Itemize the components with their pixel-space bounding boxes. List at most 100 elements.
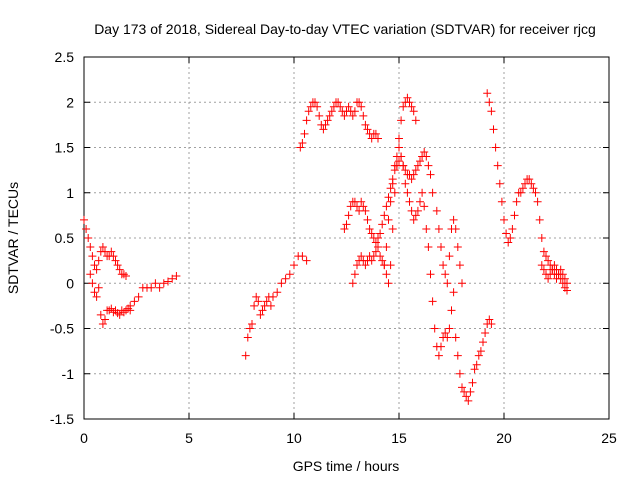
- data-point: [147, 283, 156, 292]
- data-point: [361, 120, 370, 129]
- data-point: [262, 297, 271, 306]
- data-point: [325, 111, 334, 120]
- y-tick-label: 1: [66, 185, 74, 201]
- data-point: [357, 197, 366, 206]
- data-point: [359, 111, 368, 120]
- data-point: [376, 252, 385, 261]
- data-point: [248, 319, 256, 328]
- data-point: [497, 197, 506, 206]
- data-point: [300, 129, 309, 138]
- data-point: [439, 261, 448, 270]
- data-point: [319, 125, 328, 134]
- data-point: [401, 179, 410, 188]
- data-point: [420, 148, 429, 157]
- data-point: [416, 197, 424, 206]
- data-point: [401, 166, 410, 175]
- data-point: [476, 347, 485, 356]
- data-point: [458, 279, 466, 288]
- data-point: [359, 202, 368, 211]
- data-point: [466, 387, 475, 396]
- data-point: [151, 279, 160, 288]
- series-segment-10: [483, 89, 571, 288]
- data-point: [502, 229, 511, 238]
- data-point: [350, 107, 359, 116]
- series-segment-3: [126, 272, 181, 310]
- data-point: [510, 211, 519, 220]
- data-point: [340, 224, 349, 233]
- data-point: [365, 224, 374, 233]
- data-point: [88, 279, 97, 288]
- data-point: [416, 157, 424, 166]
- data-point: [516, 188, 525, 197]
- data-point: [432, 206, 441, 215]
- y-tick-label: 0.5: [55, 230, 75, 246]
- data-point: [82, 224, 91, 233]
- data-point: [344, 211, 353, 220]
- series-segment-7: [348, 93, 420, 288]
- axis-ticks: 0 5 10 15 20 25 -1.5 -1 -0.5 0 0.5 1 1.5 2 2.5: [50, 49, 617, 446]
- data-point: [405, 197, 414, 206]
- data-point: [527, 179, 536, 188]
- data-point: [388, 224, 397, 233]
- data-point: [525, 175, 534, 184]
- data-point: [378, 256, 387, 265]
- data-point: [544, 256, 553, 265]
- y-tick-label: -1: [62, 366, 75, 382]
- data-point: [315, 111, 324, 120]
- data-point: [344, 102, 353, 111]
- data-point: [384, 279, 393, 288]
- data-point: [378, 220, 387, 229]
- data-point: [554, 270, 563, 279]
- data-point: [115, 265, 124, 274]
- series-segment-9: [432, 206, 466, 288]
- data-point: [357, 252, 366, 261]
- data-point: [367, 229, 376, 238]
- data-point: [109, 308, 118, 317]
- series-segment-6: [340, 148, 437, 247]
- data-point: [399, 161, 408, 170]
- data-point: [386, 197, 395, 206]
- data-point: [437, 243, 445, 252]
- data-point: [537, 234, 546, 242]
- data-point: [455, 369, 464, 378]
- data-point: [413, 206, 422, 215]
- data-point: [424, 243, 433, 252]
- data-point: [395, 134, 403, 143]
- data-point: [390, 188, 399, 197]
- data-point: [542, 252, 550, 261]
- data-point: [371, 238, 380, 247]
- series-segment-2: [86, 270, 135, 328]
- data-point: [563, 286, 571, 295]
- data-point: [447, 306, 456, 315]
- data-point: [386, 261, 395, 270]
- data-point: [508, 224, 517, 233]
- data-point: [107, 304, 116, 313]
- data-point: [426, 170, 435, 179]
- data-point: [409, 170, 418, 179]
- data-point: [101, 315, 109, 324]
- series-segment-11: [537, 261, 571, 295]
- data-point: [256, 310, 265, 319]
- data-point: [397, 152, 406, 161]
- data-point: [468, 378, 477, 387]
- data-point: [348, 111, 357, 120]
- data-point: [168, 274, 177, 283]
- data-point: [472, 360, 481, 369]
- data-point: [96, 310, 105, 319]
- data-point: [445, 252, 454, 261]
- data-point: [313, 102, 322, 111]
- data-point: [413, 161, 422, 170]
- y-axis-label: SDTVAR / TECUs: [5, 182, 21, 294]
- data-point: [80, 215, 88, 224]
- data-point: [94, 283, 103, 292]
- data-point: [350, 270, 359, 279]
- y-tick-label: 0: [66, 275, 74, 291]
- data-point: [539, 265, 548, 274]
- data-point: [298, 252, 307, 261]
- data-point: [518, 184, 527, 193]
- data-point: [172, 272, 181, 281]
- x-axis-label: GPS time / hours: [293, 458, 400, 474]
- data-point: [363, 215, 372, 224]
- data-point: [424, 161, 433, 170]
